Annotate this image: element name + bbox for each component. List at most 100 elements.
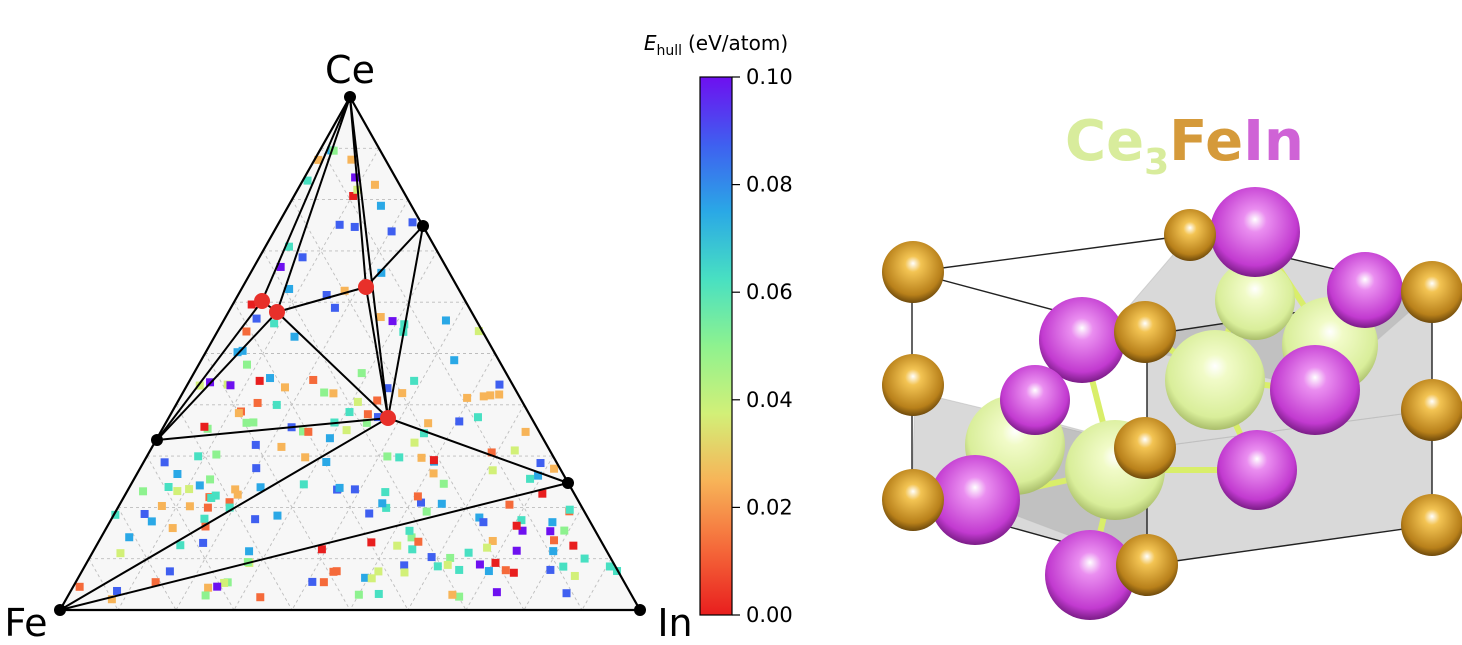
phase-point bbox=[173, 487, 182, 496]
phase-point bbox=[362, 418, 371, 427]
phase-point bbox=[550, 536, 559, 545]
phase-point bbox=[410, 376, 419, 385]
formula-ce-count: 3 bbox=[1144, 142, 1169, 183]
in-atom bbox=[1039, 297, 1125, 383]
phase-point bbox=[562, 589, 571, 598]
tie-line bbox=[276, 96, 351, 313]
phase-point bbox=[298, 253, 307, 262]
phase-point bbox=[350, 485, 359, 494]
phase-point bbox=[484, 567, 493, 576]
phase-point bbox=[370, 180, 379, 189]
phase-point bbox=[207, 493, 216, 502]
cell-edge bbox=[911, 234, 1191, 273]
phase-point bbox=[363, 410, 372, 419]
phase-point bbox=[429, 469, 438, 478]
phase-point bbox=[408, 218, 417, 227]
phase-point bbox=[398, 389, 407, 398]
phase-point bbox=[495, 380, 504, 389]
stable-phase-markers bbox=[54, 91, 646, 616]
phase-point bbox=[546, 565, 555, 574]
colorbar-tick-label: 0.04 bbox=[746, 388, 793, 412]
in-atom bbox=[1000, 365, 1070, 435]
phase-point bbox=[521, 427, 530, 436]
phase-point bbox=[345, 408, 354, 417]
phase-point bbox=[488, 536, 497, 545]
formula-fe: Fe bbox=[1169, 109, 1243, 174]
phase-point bbox=[255, 376, 264, 385]
phase-point bbox=[107, 595, 116, 604]
phase-point bbox=[242, 418, 251, 427]
phase-point bbox=[422, 507, 431, 516]
phase-point bbox=[225, 503, 234, 512]
stable-vertex-marker bbox=[562, 477, 574, 489]
phase-point bbox=[439, 479, 448, 488]
phase-point bbox=[350, 222, 359, 231]
phase-point bbox=[374, 589, 383, 598]
phase-point bbox=[536, 459, 545, 468]
phase-point bbox=[206, 475, 215, 484]
crystal-structure: Ce3FeIn bbox=[882, 109, 1462, 620]
phase-point bbox=[304, 427, 313, 436]
phase-point bbox=[299, 427, 308, 436]
phase-point bbox=[407, 533, 416, 542]
stable-vertex-marker bbox=[54, 604, 66, 616]
phase-point bbox=[455, 592, 464, 601]
tie-line bbox=[156, 311, 278, 441]
fe-atom bbox=[1401, 261, 1462, 323]
vertex-label-ce: Ce bbox=[325, 48, 375, 92]
phase-point bbox=[565, 505, 574, 514]
phase-point bbox=[303, 176, 312, 185]
phase-point bbox=[580, 554, 589, 563]
phase-point bbox=[349, 191, 358, 200]
phase-point bbox=[376, 201, 385, 210]
tie-line bbox=[276, 286, 367, 313]
phase-point bbox=[213, 582, 222, 591]
phase-point bbox=[233, 348, 242, 357]
fe-atom bbox=[1401, 494, 1462, 556]
phase-point bbox=[487, 448, 496, 457]
phase-point bbox=[347, 155, 356, 164]
fe-atom bbox=[1164, 209, 1216, 261]
grid-line bbox=[320, 148, 583, 611]
phase-point bbox=[245, 547, 254, 556]
colorbar-tick-label: 0.02 bbox=[746, 495, 793, 519]
phase-point bbox=[367, 538, 376, 547]
phase-point bbox=[314, 155, 323, 164]
phase-point bbox=[450, 356, 459, 365]
phase-point bbox=[256, 483, 265, 492]
tie-line bbox=[156, 417, 389, 441]
vertex-label-fe: Fe bbox=[4, 601, 47, 645]
colorbar-ticks: 0.00 0.02 0.04 0.06 0.08 0.10 bbox=[732, 65, 793, 627]
phase-point bbox=[560, 526, 569, 535]
tie-line bbox=[349, 96, 367, 288]
phase-point bbox=[408, 545, 417, 554]
phase-point bbox=[505, 500, 514, 509]
phase-point bbox=[173, 469, 182, 478]
phase-point bbox=[317, 545, 326, 554]
phase-point bbox=[373, 413, 382, 422]
fe-atom bbox=[1114, 417, 1176, 479]
phase-point bbox=[357, 369, 366, 378]
phase-point bbox=[605, 562, 614, 571]
phase-point bbox=[125, 533, 134, 542]
ce-atom bbox=[1215, 260, 1295, 340]
phase-point bbox=[242, 360, 251, 369]
formula-ce: Ce bbox=[1065, 109, 1144, 174]
phase-point bbox=[417, 453, 426, 462]
phase-point bbox=[414, 537, 423, 546]
phase-point bbox=[157, 501, 166, 510]
phase-point bbox=[168, 524, 177, 533]
phase-point bbox=[160, 458, 169, 467]
phase-point bbox=[325, 434, 334, 443]
phase-point bbox=[569, 541, 578, 550]
phase-point bbox=[301, 453, 310, 462]
phase-point bbox=[249, 418, 258, 427]
tie-line bbox=[387, 225, 424, 419]
phase-point bbox=[441, 316, 450, 325]
phase-point bbox=[266, 374, 275, 383]
phase-point bbox=[417, 498, 426, 507]
phase-point bbox=[464, 548, 473, 557]
phase-point bbox=[322, 290, 331, 299]
in-atom bbox=[1045, 530, 1135, 620]
phase-point bbox=[329, 389, 338, 398]
